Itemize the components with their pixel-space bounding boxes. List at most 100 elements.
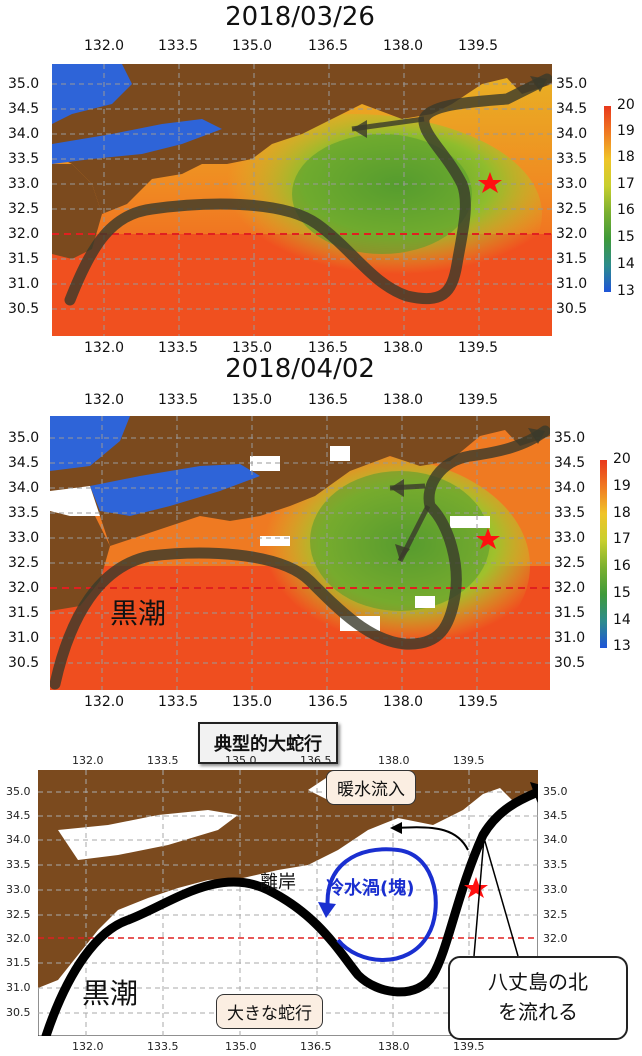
hachijo-callout: 八丈島の北 を流れる (448, 956, 628, 1040)
tick-lat: 31.0 (556, 276, 588, 292)
tick-lat: 34.5 (8, 455, 40, 471)
map1-hachijo-star (478, 172, 502, 193)
colorbar-tick: 14 (617, 256, 635, 272)
colorbar-tick: 18 (617, 149, 635, 165)
tick-lat: 35.0 (543, 785, 568, 798)
tick-lon: 133.5 (158, 340, 199, 356)
tick-lon: 135.0 (225, 1040, 257, 1053)
tick-lat: 32.5 (8, 201, 40, 217)
tick-lat: 31.0 (8, 276, 40, 292)
map2-hachijo-star (476, 528, 500, 549)
tick-lat: 35.0 (8, 76, 40, 92)
tick-lat: 35.0 (6, 785, 31, 798)
colorbar-tick: 16 (617, 202, 635, 218)
tick-lat: 34.0 (556, 126, 588, 142)
tick-lat: 30.5 (6, 1006, 31, 1019)
tick-lon: 136.5 (308, 392, 349, 408)
tick-lon: 132.0 (84, 38, 125, 54)
tick-lon: 132.0 (84, 694, 125, 710)
map1-kuroshio-path (64, 73, 552, 306)
colorbar-tick: 13 (617, 283, 635, 299)
tick-lat: 33.5 (556, 151, 588, 167)
tick-lon: 132.0 (84, 392, 125, 408)
tick-lat: 32.0 (6, 932, 31, 945)
tick-lat: 35.0 (554, 430, 586, 446)
tick-lat: 33.0 (8, 530, 40, 546)
tick-lat: 31.0 (8, 630, 40, 646)
map2-kuroshio-label: 黒潮 (110, 597, 167, 630)
tick-lat: 31.5 (8, 605, 40, 621)
tick-lon: 139.5 (458, 694, 499, 710)
colorbar-tick: 15 (617, 229, 635, 245)
hachijo-callout-line2: を流れる (498, 1000, 578, 1024)
tick-lat: 32.0 (554, 580, 586, 596)
tick-lat: 34.5 (8, 101, 40, 117)
tick-lat: 34.0 (8, 126, 40, 142)
tick-lon: 133.5 (158, 38, 199, 54)
tick-lat: 34.5 (554, 455, 586, 471)
tick-lat: 32.0 (8, 226, 40, 242)
map2-date-title: 2018/04/02 (225, 354, 375, 384)
tick-lon: 139.5 (453, 754, 485, 767)
tick-lon: 136.5 (300, 1040, 332, 1053)
map1-colorbar (604, 106, 611, 292)
tick-lat: 32.5 (8, 555, 40, 571)
tick-lat: 31.5 (6, 956, 31, 969)
tick-lat: 34.0 (6, 833, 31, 846)
colorbar-tick: 16 (613, 558, 631, 574)
tick-lat: 34.0 (543, 833, 568, 846)
tick-lat: 31.0 (554, 630, 586, 646)
tick-lat: 33.0 (556, 176, 588, 192)
tick-lat: 31.5 (8, 251, 40, 267)
map2-sst-image (50, 416, 550, 690)
colorbar-tick: 19 (613, 478, 631, 494)
tick-lat: 33.5 (543, 858, 568, 871)
tick-lat: 33.0 (543, 883, 568, 896)
tick-lat: 34.0 (8, 480, 40, 496)
tick-lon: 139.5 (453, 1040, 485, 1053)
map2-kuroshio-path (50, 425, 550, 690)
tick-lon: 138.0 (383, 694, 424, 710)
tick-lon: 133.5 (147, 1040, 179, 1053)
tick-lat: 31.5 (556, 251, 588, 267)
tick-lat: 34.5 (543, 809, 568, 822)
tick-lat: 30.5 (8, 655, 40, 671)
colorbar-tick: 13 (613, 638, 631, 654)
tick-lon: 136.5 (308, 38, 349, 54)
tick-lon: 133.5 (158, 392, 199, 408)
colorbar-tick: 14 (613, 612, 631, 628)
tick-lat: 35.0 (8, 430, 40, 446)
diagram-kuroshio-path (41, 787, 538, 1036)
tick-lon: 138.0 (383, 340, 424, 356)
diagram-hachijo-star (464, 877, 488, 898)
tick-lat: 33.0 (554, 530, 586, 546)
tick-lat: 34.5 (6, 809, 31, 822)
warm-inflow-label: 暖水流入 (326, 770, 416, 805)
tick-lat: 33.5 (6, 858, 31, 871)
tick-lat: 32.0 (8, 580, 40, 596)
tick-lon: 139.5 (458, 340, 499, 356)
tick-lon: 136.5 (300, 754, 332, 767)
tick-lon: 132.0 (72, 754, 104, 767)
tick-lat: 31.5 (554, 605, 586, 621)
tick-lat: 34.0 (554, 480, 586, 496)
colorbar-tick: 19 (617, 123, 635, 139)
hachijo-callout-line1: 八丈島の北 (488, 970, 588, 994)
tick-lat: 33.0 (6, 883, 31, 896)
tick-lon: 133.5 (147, 754, 179, 767)
tick-lon: 139.5 (458, 38, 499, 54)
tick-lon: 136.5 (308, 340, 349, 356)
large-meander-label: 大きな蛇行 (216, 994, 323, 1029)
tick-lon: 138.0 (383, 392, 424, 408)
colorbar-tick: 17 (613, 531, 631, 547)
diagram-title: 典型的大蛇行 (198, 722, 338, 764)
tick-lon: 139.5 (458, 392, 499, 408)
tick-lon: 135.0 (232, 392, 273, 408)
tick-lat: 32.0 (543, 932, 568, 945)
tick-lat: 34.5 (556, 101, 588, 117)
tick-lat: 30.5 (8, 301, 40, 317)
tick-lon: 132.0 (84, 340, 125, 356)
map2-colorbar (600, 460, 607, 648)
tick-lat: 33.0 (8, 176, 40, 192)
tick-lon: 135.0 (232, 694, 273, 710)
